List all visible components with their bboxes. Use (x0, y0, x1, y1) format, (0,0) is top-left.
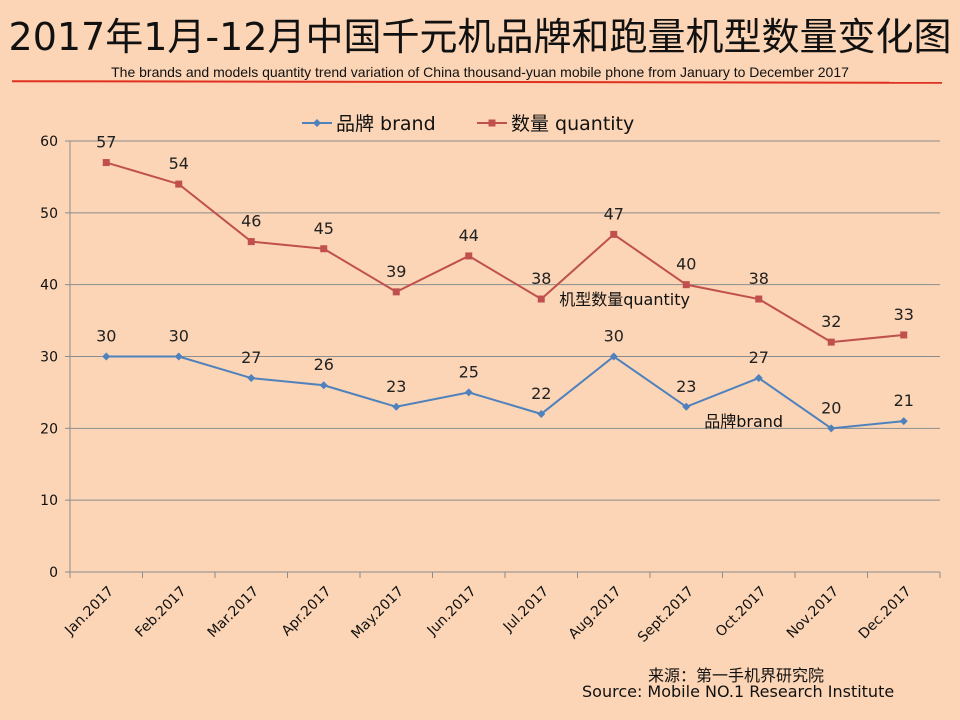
x-tick-label: Jan.2017 (61, 584, 117, 640)
brand-data-label: 26 (314, 355, 334, 374)
y-tick-label: 50 (40, 206, 58, 222)
y-tick-label: 0 (49, 565, 58, 581)
x-tick-label: Jul.2017 (500, 584, 552, 636)
brand-data-label: 21 (894, 391, 914, 410)
x-tick-label: Oct.2017 (713, 584, 770, 641)
x-tick-label: May.2017 (348, 584, 407, 643)
x-tick-label: Dec.2017 (856, 584, 915, 643)
brand-point (537, 409, 546, 418)
quantity-legend-marker (488, 119, 496, 127)
quantity-point (827, 338, 835, 346)
annotations: 机型数量quantity 品牌brand (559, 290, 783, 431)
quantity-point (682, 281, 690, 289)
quantity-legend-label: 数量 quantity (511, 113, 634, 135)
x-tick-label: Nov.2017 (784, 584, 842, 642)
brand-data-label: 30 (169, 327, 189, 346)
quantity-data-label: 44 (459, 226, 479, 245)
legend: 品牌 brand 数量 quantity (302, 113, 634, 135)
y-tick-label: 40 (40, 278, 58, 294)
chart-title: 2017年1月-12月中国千元机品牌和跑量机型数量变化图 (8, 15, 952, 59)
quantity-point (102, 159, 110, 167)
quantity-point (320, 245, 328, 253)
source-chinese: 来源：第一手机界研究院 (648, 666, 825, 685)
x-tick-label: Apr.2017 (279, 584, 335, 640)
quantity-data-label: 45 (314, 219, 334, 238)
y-tick-label: 20 (40, 421, 58, 437)
quantity-data-label: 32 (821, 312, 841, 331)
series-lines (102, 159, 908, 433)
quantity-point (537, 295, 545, 303)
quantity-point (610, 230, 618, 238)
annotation-brand: 品牌brand (704, 412, 783, 431)
brand-legend-marker (313, 119, 321, 127)
quantity-data-label: 47 (604, 204, 624, 223)
brand-data-label: 30 (604, 327, 624, 346)
axes: 0 10 20 30 40 50 60 Jan.2017 Feb.2017 Mar.2017 Apr… (40, 134, 941, 646)
brand-point (682, 402, 691, 411)
brand-data-label: 22 (531, 384, 551, 403)
brand-legend-label: 品牌 brand (336, 113, 436, 135)
quantity-data-label: 40 (676, 255, 696, 274)
brand-data-label: 20 (821, 398, 841, 417)
x-tick-label: Mar.2017 (205, 584, 262, 641)
x-tick-label: Aug.2017 (566, 584, 625, 643)
x-tick-label: Feb.2017 (132, 584, 189, 641)
quantity-point (465, 252, 473, 260)
quantity-data-label: 38 (749, 269, 769, 288)
quantity-data-label: 39 (386, 262, 406, 281)
brand-point (464, 388, 473, 397)
brand-data-label: 27 (241, 348, 261, 367)
brand-line (106, 355, 904, 430)
brand-point (247, 374, 256, 383)
brand-data-label: 30 (96, 327, 116, 346)
quantity-point (392, 288, 400, 296)
brand-point (392, 402, 401, 411)
brand-point (319, 381, 328, 390)
brand-point (899, 417, 908, 426)
x-tick-label: Sept.2017 (635, 584, 697, 646)
brand-point (827, 424, 836, 433)
brand-data-label: 23 (676, 377, 696, 396)
source-english: Source: Mobile NO.1 Research Institute (582, 682, 895, 701)
quantity-data-label: 54 (169, 154, 189, 173)
annotation-quantity: 机型数量quantity (559, 290, 690, 309)
y-tick-label: 30 (40, 350, 58, 366)
quantity-data-label: 38 (531, 269, 551, 288)
brand-point (609, 352, 618, 361)
y-tick-label: 60 (40, 134, 58, 150)
quantity-point (900, 331, 908, 339)
brand-data-label: 23 (386, 377, 406, 396)
brand-point (174, 352, 183, 361)
brand-data-label: 25 (459, 362, 479, 381)
brand-point (754, 374, 763, 383)
quantity-point (755, 295, 763, 303)
y-tick-label: 10 (40, 493, 58, 509)
chart-subtitle: The brands and models quantity trend var… (111, 64, 849, 80)
quantity-data-label: 57 (96, 133, 116, 152)
x-tick-label: Jun.2017 (424, 584, 480, 640)
quantity-point (247, 238, 255, 246)
quantity-data-label: 46 (241, 212, 261, 231)
quantity-line (105, 161, 904, 344)
quantity-data-label: 33 (894, 305, 914, 324)
brand-point (102, 352, 111, 361)
brand-data-label: 27 (749, 348, 769, 367)
gridlines (70, 140, 940, 501)
data-labels: 30 30 27 26 23 25 22 30 23 27 20 21 57 54 46 45 39 44 38 47… (96, 133, 914, 418)
quantity-point (175, 180, 183, 188)
